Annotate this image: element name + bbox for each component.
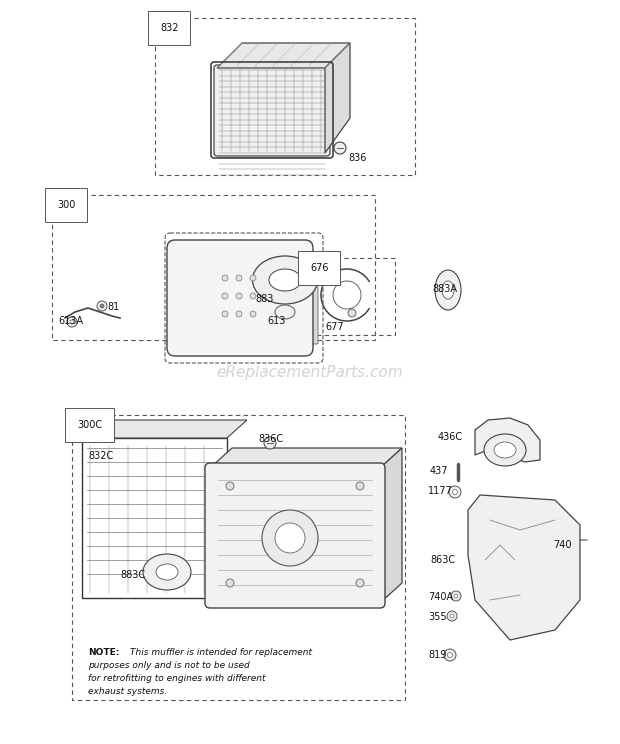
Circle shape: [222, 293, 228, 299]
Text: 819: 819: [428, 650, 446, 660]
Bar: [82, 438, 227, 598]
Circle shape: [222, 311, 228, 317]
Circle shape: [222, 275, 228, 281]
FancyBboxPatch shape: [167, 240, 313, 356]
Text: 740: 740: [553, 540, 572, 550]
Circle shape: [262, 510, 318, 566]
Text: 883: 883: [255, 294, 273, 304]
Circle shape: [236, 293, 242, 299]
Bar: [52, 195, 375, 340]
Circle shape: [447, 611, 457, 621]
Circle shape: [356, 579, 364, 587]
Text: 613A: 613A: [58, 316, 83, 326]
Text: 883A: 883A: [432, 284, 457, 294]
Text: 863C: 863C: [430, 555, 455, 565]
Circle shape: [226, 482, 234, 490]
Text: 81: 81: [107, 302, 119, 312]
Text: purposes only and is not to be used: purposes only and is not to be used: [88, 661, 250, 670]
FancyBboxPatch shape: [214, 65, 330, 156]
Circle shape: [451, 591, 461, 601]
Ellipse shape: [442, 281, 454, 299]
FancyBboxPatch shape: [304, 252, 318, 344]
Ellipse shape: [252, 256, 317, 304]
FancyBboxPatch shape: [205, 463, 385, 608]
Text: This muffler is intended for replacement: This muffler is intended for replacement: [130, 648, 312, 657]
Ellipse shape: [484, 434, 526, 466]
Polygon shape: [325, 43, 350, 153]
Circle shape: [453, 490, 458, 495]
Circle shape: [97, 301, 107, 311]
Text: 836C: 836C: [258, 434, 283, 444]
Bar: [155, 18, 415, 175]
Circle shape: [334, 142, 346, 154]
Circle shape: [70, 320, 74, 324]
Text: 832: 832: [160, 23, 179, 33]
Polygon shape: [82, 420, 247, 438]
Circle shape: [250, 311, 256, 317]
Ellipse shape: [435, 270, 461, 310]
Text: 832C: 832C: [88, 451, 113, 461]
Text: 740A: 740A: [428, 592, 453, 602]
Circle shape: [348, 309, 356, 317]
Bar: [305, 258, 395, 335]
Ellipse shape: [494, 442, 516, 458]
Text: 300: 300: [57, 200, 76, 210]
Polygon shape: [217, 43, 350, 68]
Circle shape: [264, 437, 276, 449]
Text: exhaust systems.: exhaust systems.: [88, 687, 167, 696]
Polygon shape: [380, 448, 402, 603]
Polygon shape: [210, 448, 402, 468]
Polygon shape: [475, 418, 540, 462]
Circle shape: [236, 275, 242, 281]
Text: eReplacementParts.com: eReplacementParts.com: [216, 365, 404, 379]
Ellipse shape: [269, 269, 301, 291]
Circle shape: [67, 317, 77, 327]
Circle shape: [449, 486, 461, 498]
Ellipse shape: [275, 305, 295, 319]
Ellipse shape: [143, 554, 191, 590]
Bar: [72, 415, 405, 700]
Circle shape: [226, 579, 234, 587]
Text: NOTE:: NOTE:: [88, 648, 120, 657]
Text: 883C: 883C: [120, 570, 145, 580]
Text: 355: 355: [428, 612, 446, 622]
Circle shape: [275, 523, 305, 553]
Circle shape: [450, 614, 454, 618]
Ellipse shape: [156, 564, 178, 580]
Text: 1177: 1177: [428, 486, 453, 496]
Circle shape: [448, 652, 453, 658]
Text: 437: 437: [430, 466, 448, 476]
Circle shape: [444, 649, 456, 661]
Text: 300C: 300C: [77, 420, 102, 430]
Text: for retrofitting to engines with different: for retrofitting to engines with differe…: [88, 674, 265, 683]
Circle shape: [236, 311, 242, 317]
Circle shape: [454, 594, 458, 598]
Circle shape: [100, 304, 104, 308]
Text: 436C: 436C: [438, 432, 463, 442]
Text: 676: 676: [310, 263, 329, 273]
Text: 677: 677: [325, 322, 343, 332]
Circle shape: [250, 275, 256, 281]
Circle shape: [356, 482, 364, 490]
Polygon shape: [468, 495, 580, 640]
Text: 836: 836: [348, 153, 366, 163]
Text: 613: 613: [267, 316, 285, 326]
Circle shape: [250, 293, 256, 299]
